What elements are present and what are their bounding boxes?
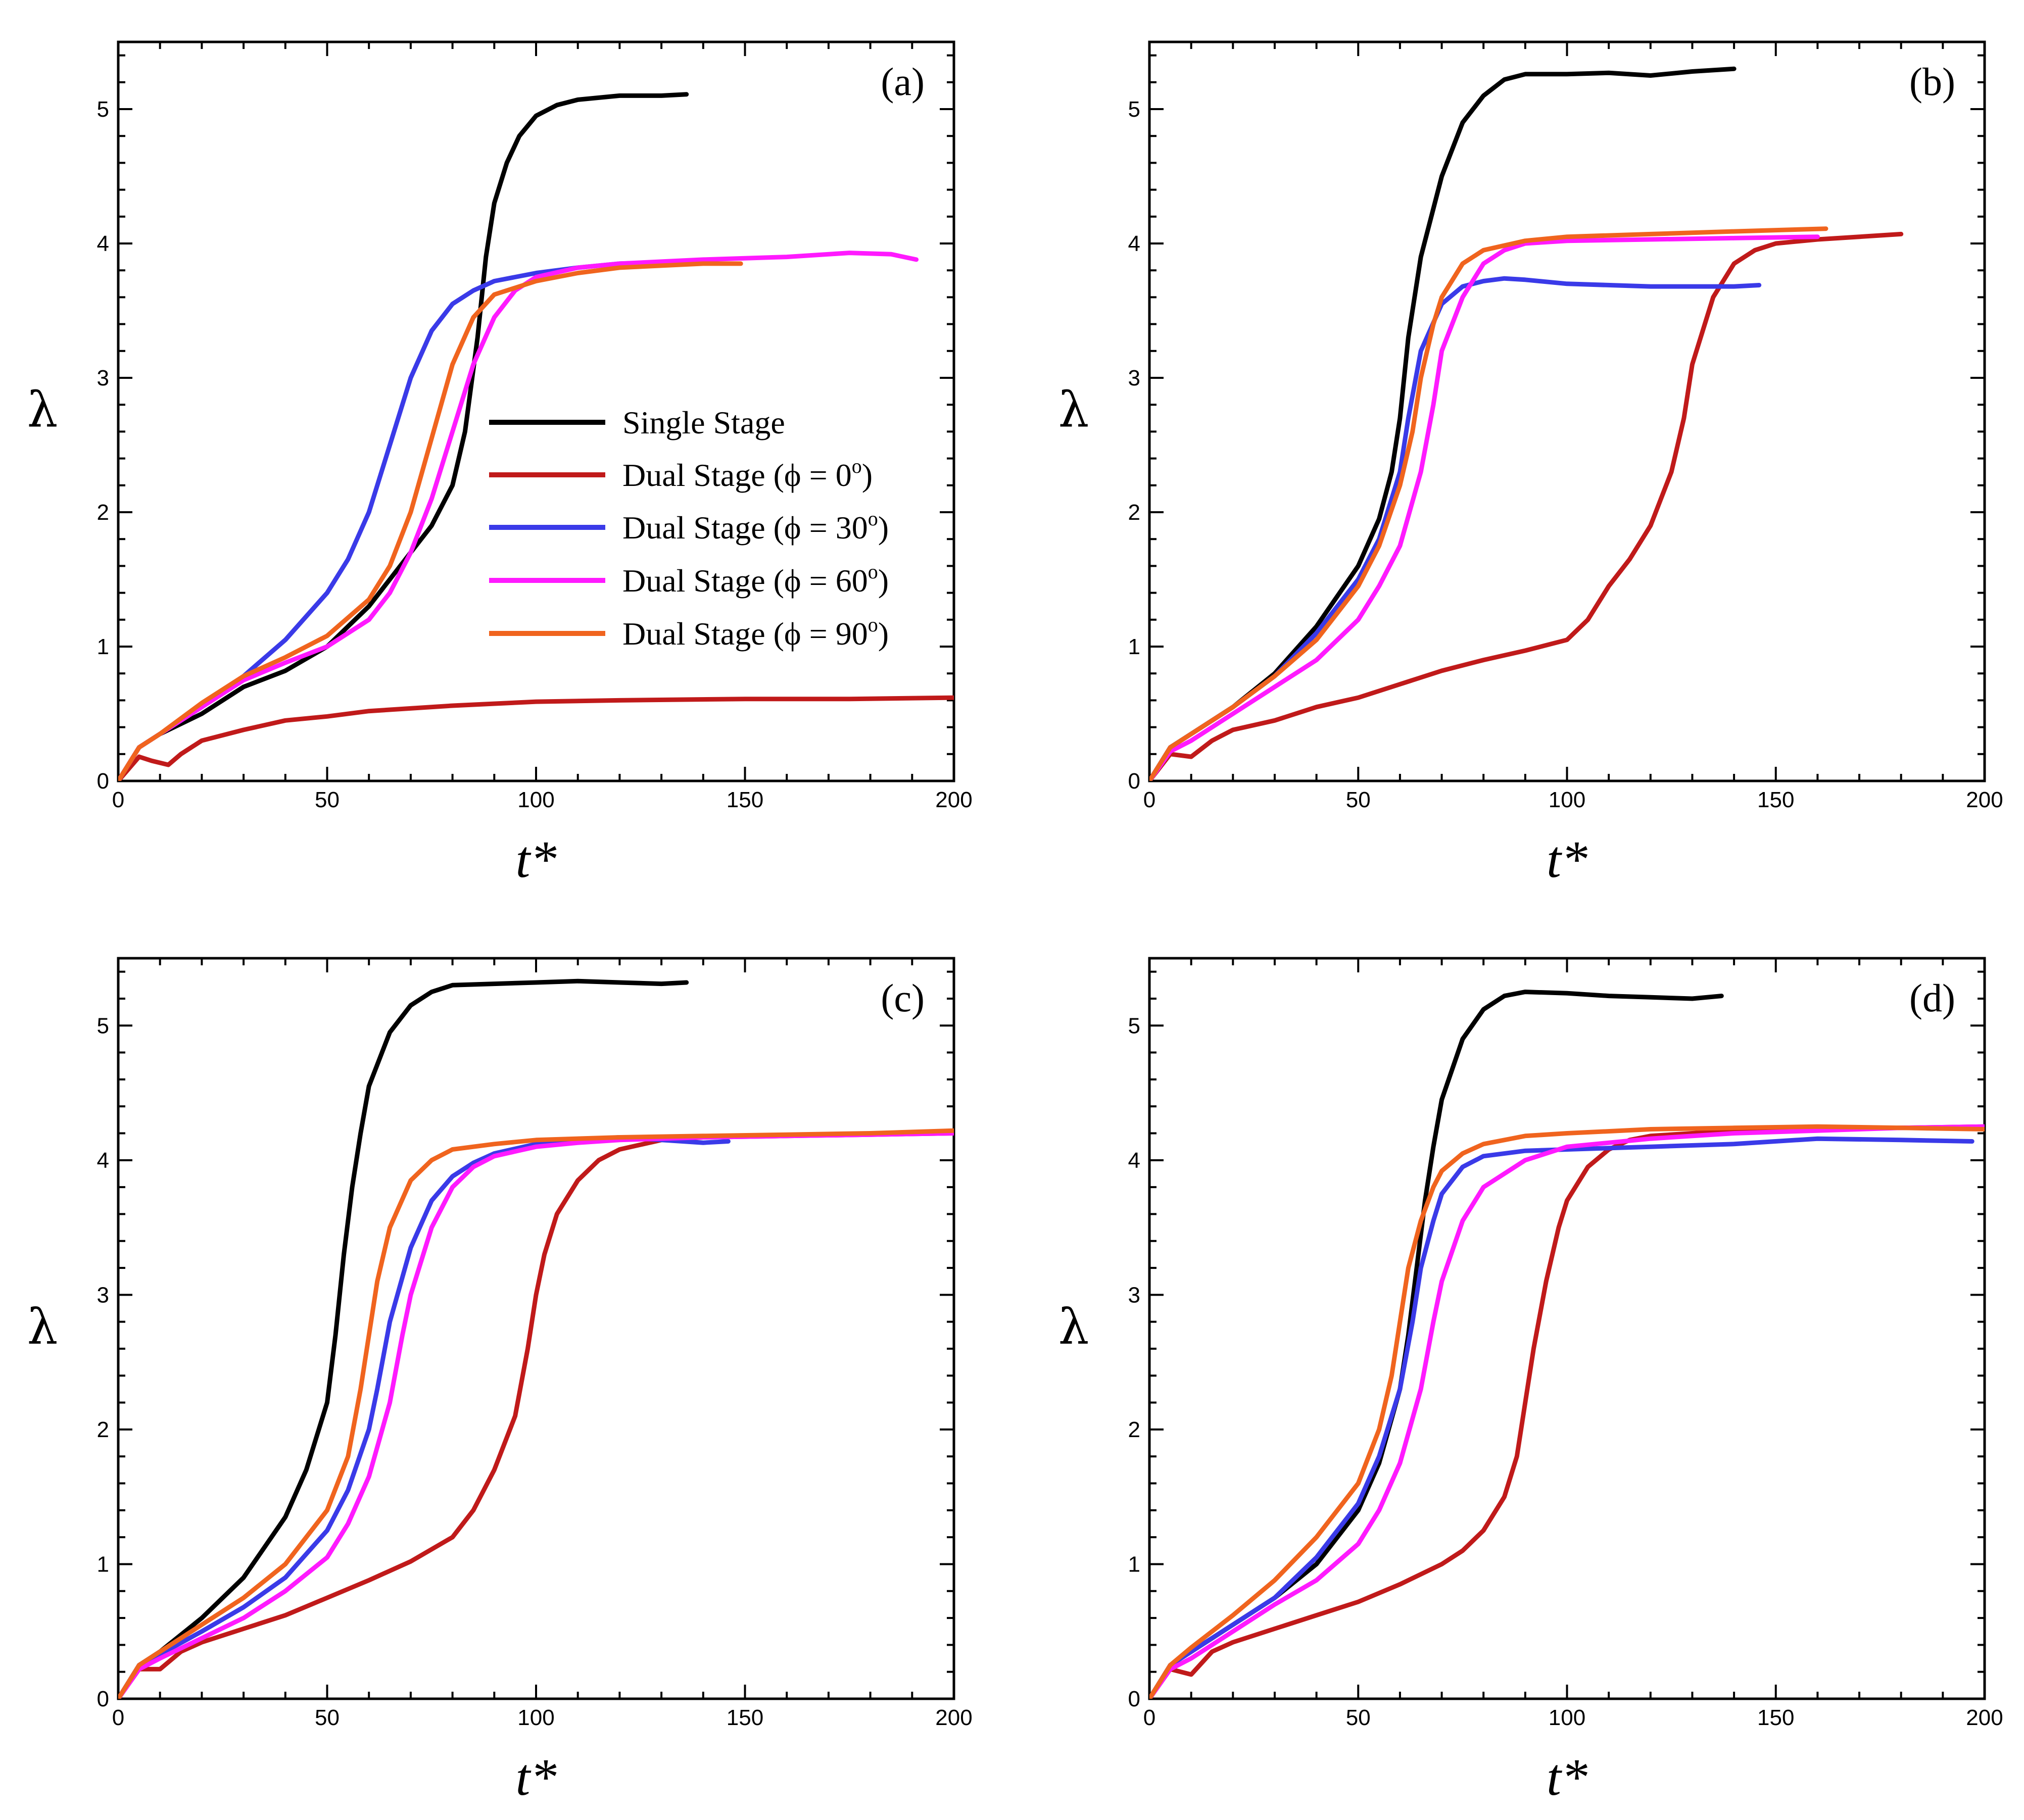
- panel-label: (c): [881, 976, 925, 1020]
- series-line-3: [1149, 234, 1820, 781]
- x-tick-label: 200: [935, 788, 972, 812]
- series-line-0: [1149, 66, 1737, 781]
- x-tick-label: 100: [517, 788, 554, 812]
- series-line-3: [118, 1131, 954, 1699]
- panel-b: 0 50 100 150 200 0 1 2 3 4 5 t* λ (b): [1058, 40, 2003, 889]
- legend-label-single: Single Stage: [622, 405, 785, 440]
- plot-frame: [1148, 957, 1986, 1700]
- y-tick-label: 5: [1128, 1013, 1140, 1038]
- series-group: [1149, 990, 1985, 1699]
- x-tick-label: 0: [112, 1705, 124, 1730]
- y-tick-label: 3: [1128, 366, 1140, 390]
- x-tick-label: 100: [1549, 1705, 1585, 1730]
- series-line-4: [1149, 226, 1828, 781]
- series-line-3: [1149, 1124, 1985, 1699]
- series-group: [1149, 66, 1904, 781]
- x-tick-label: 0: [112, 788, 124, 812]
- series-line-3: [118, 251, 919, 781]
- x-axis-title: t*: [1547, 830, 1587, 889]
- panel-c: 0 50 100 150 200 0 1 2 3 4 5 t* λ (c): [27, 957, 973, 1806]
- x-axis-title: t*: [516, 830, 557, 889]
- y-tick-label: 0: [97, 1687, 109, 1711]
- series-line-1: [118, 695, 954, 781]
- y-tick-label: 4: [97, 231, 109, 256]
- plot-frame: [117, 40, 955, 782]
- legend: Single Stage Dual Stage (ϕ = 0o) Dual Stag…: [489, 405, 889, 652]
- x-axis-title: t*: [1547, 1748, 1587, 1806]
- x-tick-label: 50: [1346, 1705, 1371, 1730]
- y-tick-label: 0: [97, 769, 109, 794]
- y-tick-label: 1: [1128, 1552, 1140, 1577]
- y-tick-label: 1: [97, 1552, 109, 1577]
- y-axis-title: λ: [1058, 382, 1089, 438]
- x-tick-label: 150: [727, 788, 763, 812]
- series-line-4: [118, 261, 743, 781]
- x-tick-label: 150: [1757, 1705, 1794, 1730]
- legend-label-phi30: Dual Stage (ϕ = 30o): [622, 507, 889, 546]
- series-line-0: [118, 92, 689, 781]
- y-tick-label: 4: [1128, 231, 1140, 256]
- y-axis-title: λ: [27, 382, 58, 438]
- series-line-2: [1149, 1136, 1974, 1699]
- y-axis-title: λ: [1058, 1299, 1089, 1355]
- y-tick-label: 2: [97, 1417, 109, 1442]
- x-tick-label: 50: [315, 788, 340, 812]
- series-line-1: [1149, 231, 1904, 781]
- x-tick-label: 100: [517, 1705, 554, 1730]
- x-tick-label: 200: [1966, 1705, 2003, 1730]
- series-line-1: [118, 1131, 954, 1699]
- y-tick-label: 4: [1128, 1148, 1140, 1173]
- y-tick-label: 1: [97, 634, 109, 659]
- x-axis-title: t*: [516, 1748, 557, 1806]
- y-tick-label: 4: [97, 1148, 109, 1173]
- panel-label: (d): [1909, 976, 1955, 1020]
- y-tick-label: 2: [1128, 1417, 1140, 1442]
- legend-label-phi60: Dual Stage (ϕ = 60o): [622, 560, 889, 599]
- y-tick-label: 5: [97, 97, 109, 122]
- y-tick-label: 0: [1128, 769, 1140, 794]
- x-tick-label: 50: [315, 1705, 340, 1730]
- series-group: [118, 978, 954, 1699]
- series-line-2: [118, 1135, 731, 1699]
- panel-label: (a): [881, 60, 925, 104]
- x-tick-label: 150: [1757, 788, 1794, 812]
- x-tick-label: 0: [1143, 1705, 1155, 1730]
- y-tick-label: 2: [97, 500, 109, 525]
- panel-label: (b): [1909, 60, 1955, 104]
- y-tick-label: 1: [1128, 634, 1140, 659]
- panel-a: 0 50 100 150 200 0 1 2 3 4 5 t* λ (a): [27, 40, 973, 889]
- plot-frame: [117, 957, 955, 1700]
- y-axis-title: λ: [27, 1299, 58, 1355]
- legend-label-phi0: Dual Stage (ϕ = 0o): [622, 455, 873, 493]
- y-tick-label: 0: [1128, 1687, 1140, 1711]
- series-line-4: [1149, 1124, 1985, 1699]
- x-tick-label: 200: [935, 1705, 972, 1730]
- series-line-4: [118, 1128, 954, 1699]
- x-tick-label: 150: [727, 1705, 763, 1730]
- series-line-1: [1149, 1124, 1985, 1699]
- x-tick-label: 100: [1549, 788, 1585, 812]
- y-tick-label: 2: [1128, 500, 1140, 525]
- x-tick-label: 50: [1346, 788, 1371, 812]
- y-tick-label: 3: [97, 366, 109, 390]
- y-tick-label: 3: [97, 1283, 109, 1307]
- series-group: [118, 92, 954, 781]
- panel-d: 0 50 100 150 200 0 1 2 3 4 5 t* λ (d): [1058, 957, 2003, 1806]
- x-tick-label: 200: [1966, 788, 2003, 812]
- y-tick-label: 5: [1128, 97, 1140, 122]
- y-tick-label: 3: [1128, 1283, 1140, 1307]
- x-tick-label: 0: [1143, 788, 1155, 812]
- legend-label-phi90: Dual Stage (ϕ = 90o): [622, 613, 889, 652]
- series-line-0: [118, 978, 689, 1699]
- y-tick-label: 5: [97, 1013, 109, 1038]
- series-line-0: [1149, 990, 1724, 1699]
- series-line-2: [1149, 276, 1762, 781]
